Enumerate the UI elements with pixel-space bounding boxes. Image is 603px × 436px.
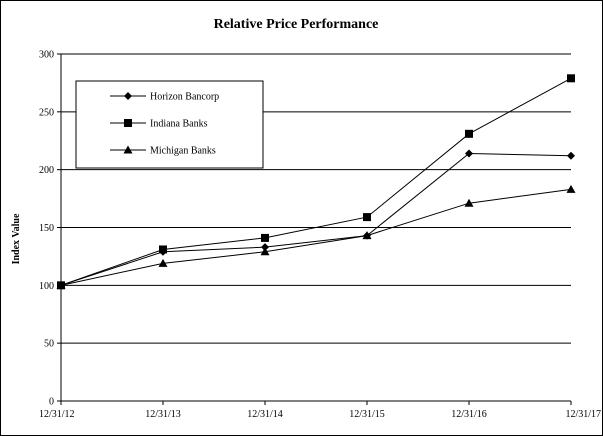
data-point-indiana-banks (567, 74, 575, 83)
data-point-horizon-bancorp (261, 243, 269, 252)
data-point-michigan-banks (464, 198, 474, 207)
chart-title: Relative Price Performance (214, 17, 379, 32)
y-ticks: 0 50 100 150 200 250 300 (39, 50, 61, 408)
x-tick-label: 12/31/12 (39, 409, 75, 420)
x-tick-label: 12/31/17 (565, 409, 601, 420)
x-ticks: 12/31/12 12/31/13 12/31/14 12/31/15 12/31/16… (39, 401, 601, 420)
data-point-michigan-banks (362, 231, 372, 240)
y-axis-title: Index Value (11, 213, 22, 264)
legend-item-indiana-banks: Indiana Banks (110, 119, 208, 130)
y-tick-label: 0 (49, 397, 54, 408)
series-line-horizon-bancorp (60, 152, 572, 286)
data-point-michigan-banks (158, 258, 168, 267)
data-point-indiana-banks (261, 233, 269, 242)
legend-label: Indiana Banks (150, 119, 208, 130)
series-michigan-banks (56, 184, 576, 289)
series-line-michigan-banks (60, 188, 572, 286)
legend-label: Michigan Banks (150, 146, 216, 157)
x-tick-label: 12/31/16 (451, 409, 487, 420)
legend-item-michigan-banks: Michigan Banks (110, 145, 216, 157)
data-point-michigan-banks (566, 184, 576, 193)
data-point-indiana-banks (159, 245, 167, 254)
legend-box (75, 80, 264, 169)
data-point-michigan-banks (56, 280, 66, 289)
data-point-horizon-bancorp (465, 149, 473, 158)
data-point-michigan-banks (260, 247, 270, 256)
x-tick-label: 12/31/13 (145, 409, 181, 420)
series-line-indiana-banks (60, 77, 572, 286)
x-tick-label: 12/31/14 (247, 409, 283, 420)
y-tick-label: 50 (44, 339, 54, 350)
legend: Horizon Bancorp Indiana Banks Michigan Ban… (75, 80, 264, 169)
series-horizon-bancorp (57, 149, 575, 290)
y-tick-label: 200 (39, 165, 54, 176)
legend-marker (124, 119, 132, 127)
x-tick-label: 12/31/15 (349, 409, 385, 420)
y-tick-label: 300 (39, 50, 54, 61)
y-tick-label: 250 (39, 107, 54, 118)
legend-label: Horizon Bancorp (150, 92, 219, 103)
data-point-indiana-banks (465, 129, 473, 138)
y-tick-label: 150 (39, 223, 54, 234)
legend-marker (124, 92, 132, 100)
data-point-horizon-bancorp (567, 151, 575, 160)
legend-item-horizon-bancorp: Horizon Bancorp (110, 92, 219, 103)
legend-marker (123, 145, 133, 154)
y-tick-label: 100 (39, 281, 54, 292)
series (56, 74, 576, 290)
data-point-indiana-banks (363, 213, 371, 222)
